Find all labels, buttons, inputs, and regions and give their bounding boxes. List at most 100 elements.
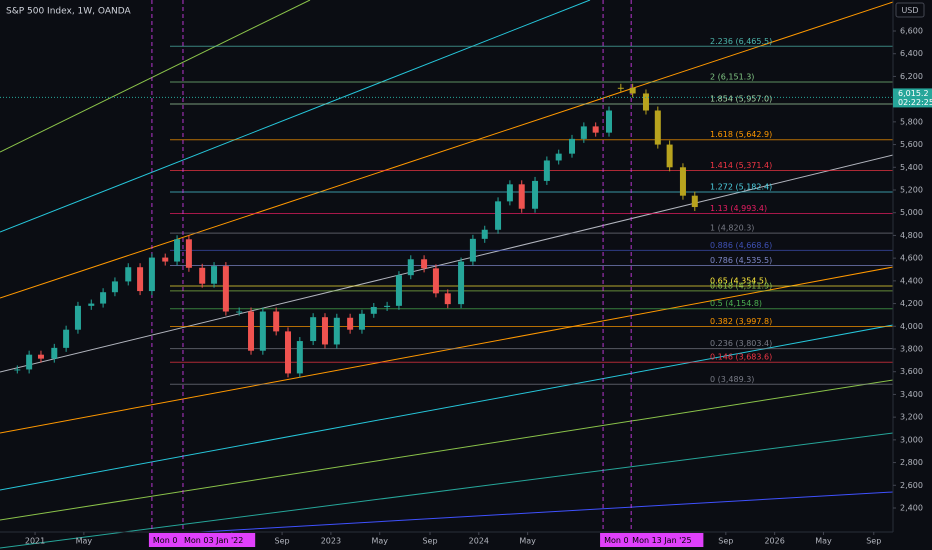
x-tick-label: 2024 bbox=[469, 537, 489, 546]
fib-label: 0.146 (3,683.6) bbox=[710, 353, 772, 362]
y-tick-label: 4,200 bbox=[900, 299, 923, 308]
candle bbox=[407, 259, 414, 276]
channel-line bbox=[0, 1, 894, 299]
candle bbox=[310, 317, 317, 342]
chart-title: S&P 500 Index, 1W, OANDA bbox=[6, 7, 131, 17]
candle bbox=[495, 201, 502, 230]
y-tick-label: 6,600 bbox=[900, 27, 923, 36]
candle bbox=[236, 311, 243, 313]
candle bbox=[569, 138, 576, 154]
y-tick-label: 4,800 bbox=[900, 231, 923, 240]
y-tick-label: 4,600 bbox=[900, 254, 923, 263]
candle bbox=[481, 229, 488, 239]
currency-box[interactable] bbox=[895, 2, 925, 18]
fib-label: 1.854 (5,957.0) bbox=[710, 95, 772, 104]
candle bbox=[518, 184, 525, 209]
x-tick-label: Sep bbox=[275, 537, 290, 546]
x-tick-label: 2026 bbox=[764, 537, 784, 546]
x-tick-label: May bbox=[76, 537, 93, 546]
y-tick-label: 5,000 bbox=[900, 208, 923, 217]
fib-label: 0.236 (3,803.4) bbox=[710, 339, 772, 348]
x-tick-label: 2021 bbox=[25, 537, 45, 546]
channel-line bbox=[0, 154, 894, 373]
y-tick-label: 3,800 bbox=[900, 345, 923, 354]
candle bbox=[63, 329, 70, 348]
candle bbox=[617, 87, 624, 89]
candle bbox=[148, 257, 155, 292]
date-marker-label: Mon 04 bbox=[604, 536, 634, 545]
candle bbox=[100, 292, 107, 304]
fib-label: 1.13 (4,993.4) bbox=[710, 204, 767, 213]
fib-label: 1.414 (5,371.4) bbox=[710, 161, 772, 170]
y-tick-label: 4,000 bbox=[900, 322, 923, 331]
y-tick-label: 3,000 bbox=[900, 435, 923, 444]
channel-line bbox=[0, 0, 311, 153]
channel-line bbox=[199, 491, 894, 533]
candle bbox=[384, 305, 391, 307]
candle bbox=[679, 167, 686, 196]
candle bbox=[432, 268, 439, 294]
candle bbox=[666, 144, 673, 168]
channel-line bbox=[0, 266, 894, 434]
candle bbox=[273, 311, 280, 332]
candle bbox=[199, 267, 206, 284]
candle bbox=[137, 267, 144, 292]
date-marker-label: Mon 03 Jan '22 bbox=[184, 536, 243, 545]
y-tick-label: 5,200 bbox=[900, 186, 923, 195]
date-marker-label: Mon 0 bbox=[153, 536, 178, 545]
candle bbox=[211, 266, 218, 284]
fib-label: 0.65 (4,354.5) bbox=[710, 277, 767, 286]
candle bbox=[444, 293, 451, 305]
candle bbox=[347, 317, 354, 330]
candle bbox=[458, 261, 465, 305]
channel-line bbox=[0, 379, 894, 521]
candle bbox=[629, 87, 636, 94]
candle bbox=[37, 354, 44, 359]
y-tick-label: 3,400 bbox=[900, 390, 923, 399]
candle bbox=[333, 317, 340, 345]
date-marker-tag bbox=[600, 533, 637, 547]
candle bbox=[691, 195, 698, 208]
candle bbox=[532, 180, 539, 209]
channel-line bbox=[0, 432, 894, 549]
candle bbox=[74, 305, 81, 330]
candle bbox=[358, 313, 365, 330]
date-marker-label: Mon 13 Jan '25 bbox=[632, 536, 691, 545]
channel-line bbox=[0, 324, 894, 491]
y-tick-label: 3,200 bbox=[900, 413, 923, 422]
y-tick-label: 2,800 bbox=[900, 458, 923, 467]
candle bbox=[321, 317, 328, 345]
candle bbox=[592, 126, 599, 133]
y-tick-label: 2,400 bbox=[900, 504, 923, 513]
candle bbox=[642, 93, 649, 111]
date-marker-tag bbox=[179, 533, 256, 547]
candle bbox=[469, 238, 476, 262]
candle bbox=[654, 110, 661, 145]
last-price-tag bbox=[893, 88, 932, 108]
currency[interactable]: USD bbox=[901, 6, 918, 15]
date-marker-tag bbox=[148, 533, 181, 547]
candle bbox=[259, 311, 266, 351]
candle bbox=[296, 341, 303, 374]
y-axis-area bbox=[893, 0, 932, 550]
candle bbox=[185, 239, 192, 268]
candle bbox=[51, 347, 58, 359]
fib-label: 2 (6,151.3) bbox=[710, 72, 754, 81]
y-tick-label: 5,400 bbox=[900, 163, 923, 172]
candle bbox=[605, 110, 612, 133]
candle bbox=[580, 126, 587, 139]
candle bbox=[222, 266, 229, 312]
y-tick-label: 3,600 bbox=[900, 367, 923, 376]
fib-label: 1.272 (5,182.4) bbox=[710, 182, 772, 191]
candle bbox=[111, 281, 118, 293]
candle bbox=[26, 354, 33, 370]
candle bbox=[162, 257, 169, 262]
y-tick-label: 5,800 bbox=[900, 117, 923, 126]
x-tick-label: May bbox=[519, 537, 536, 546]
date-marker-tag bbox=[628, 533, 704, 547]
y-tick-label: 2,600 bbox=[900, 481, 923, 490]
x-tick-label: Sep bbox=[422, 537, 437, 546]
fib-label: 0.618 (4,311.9) bbox=[710, 281, 772, 290]
